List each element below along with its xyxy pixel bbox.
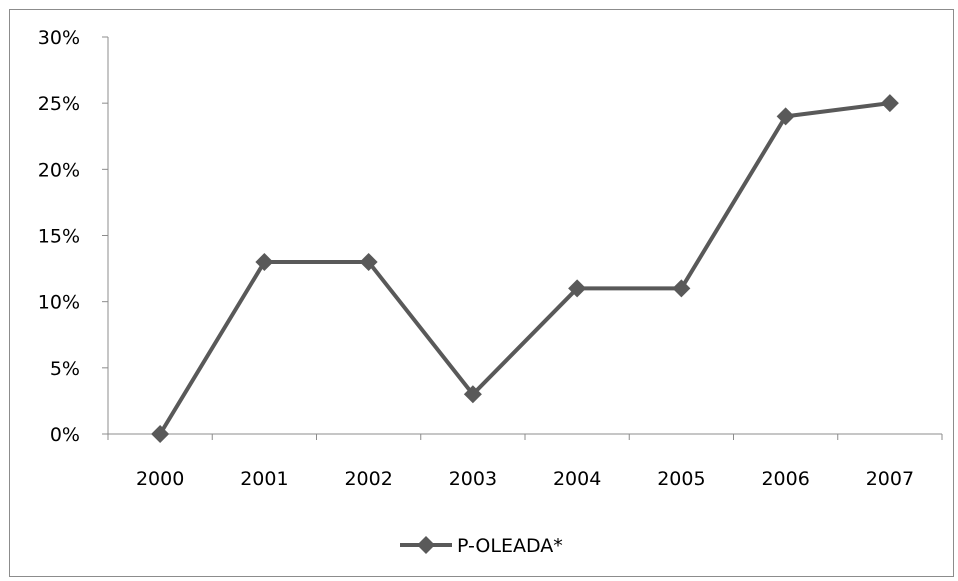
x-tick-label: 2007 xyxy=(866,468,914,490)
legend-label: P-OLEADA* xyxy=(457,535,563,557)
legend: P-OLEADA* xyxy=(400,535,563,557)
x-tick-label: 2000 xyxy=(136,468,184,490)
data-point-marker xyxy=(880,94,899,113)
y-tick-label: 15% xyxy=(38,226,80,248)
data-point-marker xyxy=(463,385,482,404)
x-axis: 2000 2001 2002 2003 2004 2005 2006 2007 xyxy=(107,433,943,490)
x-tick-label: 2005 xyxy=(657,468,705,490)
series-group xyxy=(151,94,899,443)
y-tick-label: 30% xyxy=(38,27,80,49)
chart-frame xyxy=(9,9,954,577)
data-point-marker xyxy=(359,252,378,271)
y-tick-label: 10% xyxy=(38,292,80,314)
y-axis: 0% 5% 10% 15% 20% 25% 30% xyxy=(38,27,109,446)
x-tick-label: 2004 xyxy=(553,468,601,490)
data-point-marker xyxy=(776,107,795,126)
data-point-marker xyxy=(151,425,170,443)
y-tick-label: 25% xyxy=(38,93,80,115)
x-tick-label: 2002 xyxy=(344,468,392,490)
series-line xyxy=(158,101,891,436)
data-point-marker xyxy=(568,279,587,298)
data-point-marker xyxy=(255,252,274,271)
x-tick-label: 2001 xyxy=(240,468,288,490)
x-tick-label: 2006 xyxy=(761,468,809,490)
x-tick-label: 2003 xyxy=(449,468,497,490)
y-tick-label: 5% xyxy=(50,358,80,380)
data-point-marker xyxy=(672,279,691,298)
y-tick-label: 20% xyxy=(38,159,80,181)
legend-marker-icon xyxy=(417,536,435,554)
y-tick-label: 0% xyxy=(50,424,80,446)
